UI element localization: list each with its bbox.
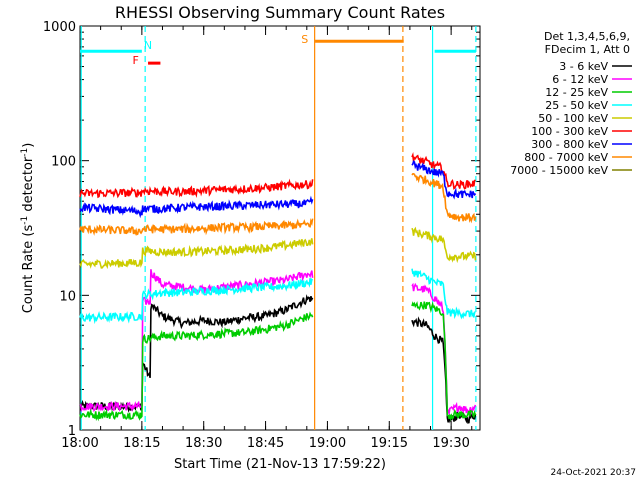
series-line: [79, 178, 314, 199]
series-line: [411, 160, 477, 200]
legend-label: 100 - 300 keV: [531, 125, 608, 138]
date-stamp: 24-Oct-2021 20:37: [551, 468, 636, 478]
y-tick-label: 1: [68, 424, 76, 439]
y-axis-title: Count Rate (s-1 detector-1): [20, 143, 36, 314]
y-axis-title-group: Count Rate (s-1 detector-1): [20, 143, 36, 314]
series-line: [79, 311, 314, 422]
series-line: [411, 226, 477, 264]
chart-title: RHESSI Observing Summary Count Rates: [115, 3, 445, 22]
x-tick-label: 19:30: [432, 436, 469, 451]
x-tick-label: 19:00: [309, 436, 346, 451]
y-axis-title-part-3: ): [21, 143, 36, 148]
legend-label: 6 - 12 keV: [552, 73, 608, 86]
annotation-n: N: [144, 39, 152, 52]
legend-label: 12 - 25 keV: [545, 86, 608, 99]
legend-label: 50 - 100 keV: [538, 112, 608, 125]
y-axis-title-sup-2: -1: [20, 148, 30, 157]
legend-label: 7000 - 15000 keV: [510, 164, 608, 177]
series-line: [411, 268, 476, 320]
x-tick-label: 18:00: [61, 436, 98, 451]
y-tick-label: 100: [51, 155, 76, 170]
legend-label: 800 - 7000 keV: [524, 151, 608, 164]
legend-label: 25 - 50 keV: [545, 99, 608, 112]
annotation-s: S: [301, 33, 308, 46]
legend-header-line-1: Det 1,3,4,5,6,9,: [544, 30, 630, 43]
y-tick-label: 1000: [43, 20, 76, 35]
y-axis-title-sup-1: -1: [20, 216, 30, 225]
plot-area: 1 10 100 1000 18:00 18:15 18:30 18:45 19:00 19:15…: [43, 20, 481, 451]
legend: Det 1,3,4,5,6,9, FDecim 1, Att 0 3 - 6 k…: [510, 30, 632, 177]
legend-label: 3 - 6 keV: [559, 60, 608, 73]
series-line: [411, 301, 477, 422]
series-line: [79, 195, 314, 219]
x-axis-title: Start Time (21-Nov-13 17:59:22): [174, 457, 386, 472]
series-line: [79, 278, 314, 325]
series-line: [79, 217, 314, 236]
legend-header-line-2: FDecim 1, Att 0: [545, 43, 630, 56]
annotation-f: F: [133, 54, 139, 67]
y-axis-title-part-1: Count Rate (s: [21, 225, 36, 314]
x-tick-label: 18:15: [123, 436, 160, 451]
x-tick-label: 18:45: [247, 436, 284, 451]
x-tick-label: 19:15: [371, 436, 408, 451]
legend-label: 300 - 800 keV: [531, 138, 608, 151]
y-tick-label: 10: [59, 289, 76, 304]
series-line: [79, 238, 314, 270]
series-line: [411, 172, 477, 224]
y-axis-title-part-2: detector: [21, 156, 36, 216]
series-line: [411, 151, 476, 190]
x-tick-label: 18:30: [185, 436, 222, 451]
